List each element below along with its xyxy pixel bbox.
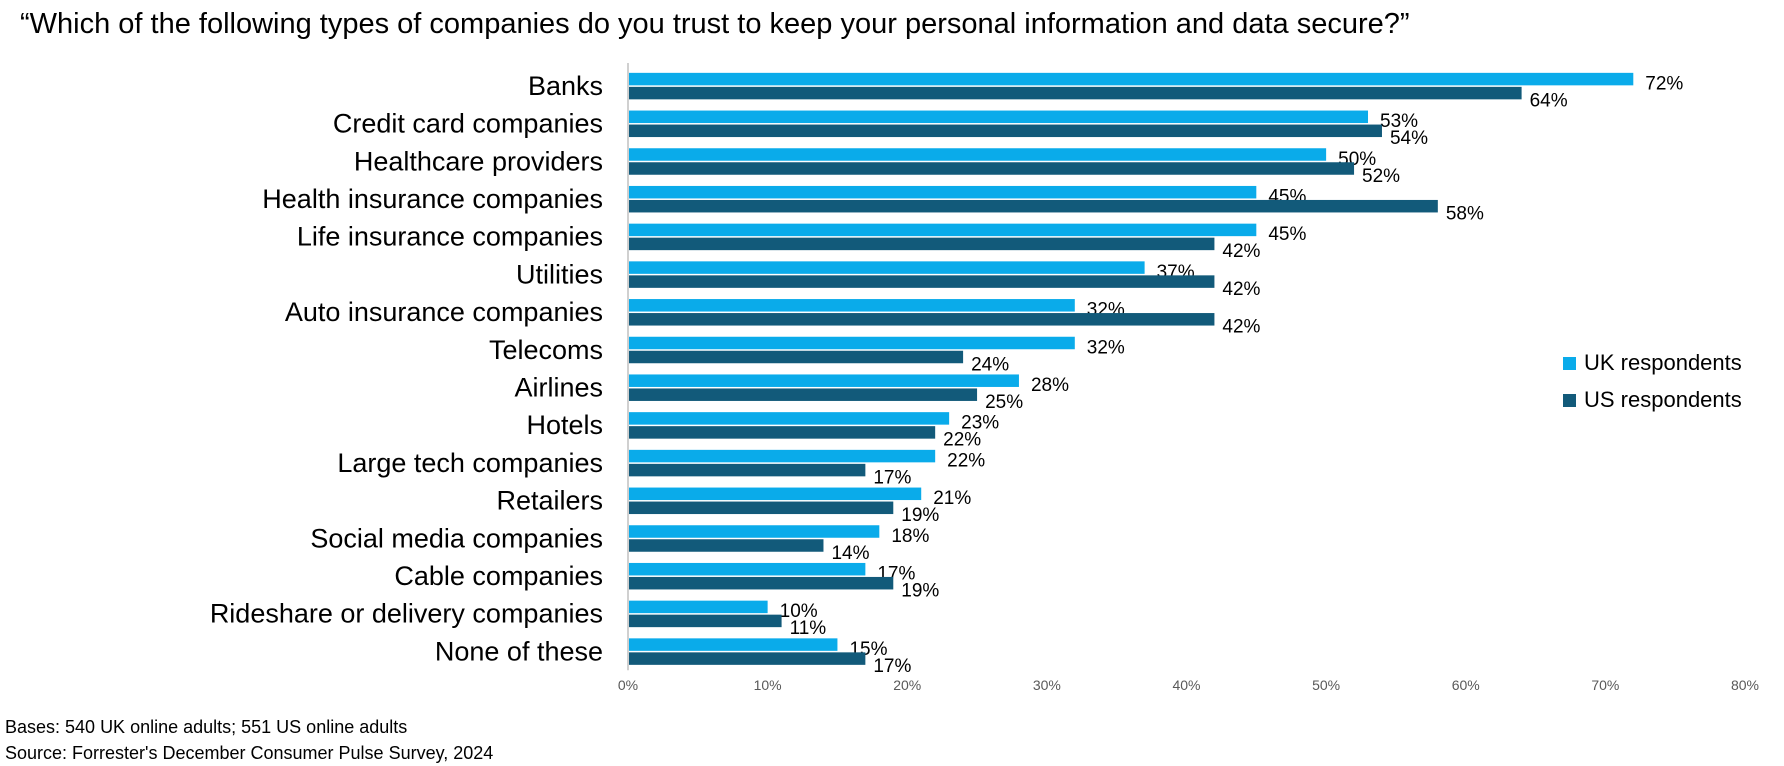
legend-item-us: US respondents (1563, 387, 1742, 413)
x-tick-label: 50% (1312, 677, 1340, 693)
bar-uk (629, 72, 1634, 86)
data-label-us: 14% (831, 543, 869, 564)
data-label-uk: 28% (1031, 375, 1069, 396)
bar-us (629, 463, 866, 477)
category-label: Airlines (514, 372, 603, 402)
bar-us (629, 614, 782, 628)
data-label-us: 25% (985, 392, 1023, 413)
category-label: Banks (528, 71, 603, 101)
data-label-uk: 45% (1268, 224, 1306, 245)
category-label: Large tech companies (337, 448, 603, 478)
bar-us (629, 501, 894, 515)
data-label-us: 64% (1530, 90, 1568, 111)
data-label-us: 17% (873, 467, 911, 488)
category-label: Life insurance companies (297, 222, 603, 252)
x-tick-label: 0% (618, 677, 638, 693)
x-tick-label: 70% (1591, 677, 1619, 693)
data-label-us: 19% (901, 580, 939, 601)
data-label-us: 42% (1222, 241, 1260, 262)
data-label-uk: 18% (891, 526, 929, 547)
bar-uk (629, 299, 1075, 312)
bar-uk (629, 148, 1327, 161)
category-label: Auto insurance companies (285, 297, 603, 327)
x-tick-label: 20% (893, 677, 921, 693)
category-label: Utilities (516, 259, 603, 289)
bar-us (629, 539, 824, 552)
category-label: Healthcare providers (354, 146, 603, 176)
bar-us (629, 388, 978, 401)
legend-item-uk: UK respondents (1563, 350, 1742, 376)
data-label-us: 24% (971, 354, 1009, 375)
data-label-uk: 22% (947, 450, 985, 471)
category-label: Retailers (496, 486, 603, 516)
bar-uk (629, 185, 1257, 199)
category-label: Rideshare or delivery companies (210, 599, 603, 629)
bar-uk (629, 487, 922, 501)
data-label-us: 58% (1446, 203, 1484, 224)
footnote-bases: Bases: 540 UK online adults; 551 US onli… (5, 717, 408, 737)
x-tick-label: 10% (754, 677, 782, 693)
data-label-uk: 21% (933, 488, 971, 509)
category-label: Social media companies (310, 523, 603, 553)
bar-uk (629, 562, 866, 576)
footnote-source: Source: Forrester's December Consumer Pu… (5, 743, 494, 763)
category-label: Credit card companies (333, 109, 603, 139)
bar-us (629, 275, 1215, 288)
bar-us (629, 162, 1355, 175)
data-label-uk: 23% (961, 413, 999, 434)
legend-label-uk: UK respondents (1584, 350, 1742, 375)
data-label-us: 11% (790, 618, 827, 639)
legend-swatch-uk (1563, 356, 1576, 370)
data-label-uk: 53% (1380, 111, 1418, 132)
bar-uk (629, 449, 936, 463)
data-label-us: 22% (943, 430, 981, 451)
bar-us (629, 86, 1522, 100)
bar-uk (629, 336, 1075, 350)
data-label-us: 52% (1362, 166, 1400, 187)
data-label-us: 17% (873, 656, 911, 677)
bar-us (629, 313, 1215, 326)
x-tick-label: 60% (1452, 677, 1480, 693)
data-label-uk: 32% (1087, 337, 1125, 358)
x-tick-label: 80% (1731, 677, 1759, 693)
bar-us (629, 426, 936, 439)
bar-uk (629, 412, 950, 425)
bar-us (629, 237, 1215, 251)
x-tick-label: 40% (1172, 677, 1200, 693)
bar-uk (629, 374, 1019, 387)
data-label-uk: 10% (780, 601, 818, 622)
bar-uk (629, 223, 1257, 237)
category-label: Cable companies (394, 561, 603, 591)
data-label-uk: 72% (1645, 73, 1683, 94)
category-label: Health insurance companies (262, 184, 603, 214)
data-label-us: 19% (901, 505, 939, 526)
bar-us (629, 576, 894, 590)
legend-swatch-us (1563, 393, 1576, 407)
bar-uk (629, 600, 768, 614)
category-label: None of these (435, 636, 603, 666)
bar-us (629, 199, 1438, 213)
data-label-us: 54% (1390, 128, 1428, 149)
bar-us (629, 124, 1382, 138)
bar-uk (629, 110, 1369, 124)
bar-us (629, 652, 866, 665)
legend-label-us: US respondents (1584, 387, 1742, 412)
data-label-us: 42% (1222, 317, 1260, 338)
bar-uk (629, 261, 1145, 274)
category-label: Telecoms (489, 335, 603, 365)
data-label-us: 42% (1222, 279, 1260, 300)
chart-title: “Which of the following types of compani… (20, 8, 1410, 40)
x-tick-label: 30% (1033, 677, 1061, 693)
bar-uk (629, 638, 838, 651)
bar-uk (629, 525, 880, 538)
bar-us (629, 350, 964, 364)
category-label: Hotels (526, 410, 603, 440)
